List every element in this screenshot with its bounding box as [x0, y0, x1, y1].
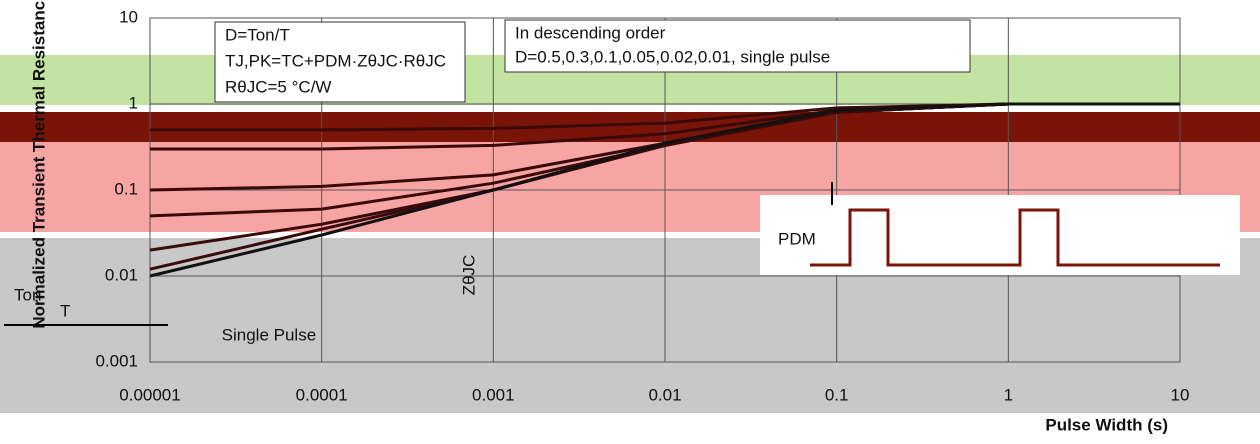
- series-label: Single Pulse: [222, 326, 317, 345]
- y-tick-label: 1: [129, 93, 138, 112]
- x-axis-label: Pulse Width (s): [1045, 415, 1168, 434]
- y-tick-label: 0.001: [95, 351, 138, 370]
- x-tick-label: 10: [1171, 385, 1190, 404]
- annotation: In descending order: [515, 23, 666, 42]
- annotation: RθJC=5 °C/W: [225, 77, 331, 96]
- y-axis-symbol: ZθJC: [459, 255, 478, 296]
- chart: 0.001 0.01 0.1 1 10 0.00001 0.0001 0.001 0.01 0.1…: [0, 0, 1260, 439]
- x-tick-label: 0.0001: [296, 385, 348, 404]
- annotation: PDM: [778, 229, 816, 248]
- diagram-box: [760, 195, 1240, 275]
- annotation: T: [60, 301, 70, 320]
- y-tick-label: 0.1: [114, 179, 138, 198]
- y-axis-label: Normalized Transient Thermal Resistance: [29, 0, 48, 329]
- y-tick-label: 10: [119, 7, 138, 26]
- x-tick-label: 0.1: [825, 385, 849, 404]
- x-tick-label: 0.001: [472, 385, 515, 404]
- x-tick-label: 0.01: [648, 385, 681, 404]
- y-tick-label: 0.01: [105, 265, 138, 284]
- annotation: D=Ton/T: [225, 25, 290, 44]
- x-tick-label: 1: [1004, 385, 1013, 404]
- annotation: TJ,PK=TC+PDM·ZθJC·RθJC: [225, 51, 446, 70]
- annotation: D=0.5,0.3,0.1,0.05,0.02,0.01, single pul…: [515, 47, 830, 66]
- x-tick-label: 0.00001: [119, 385, 180, 404]
